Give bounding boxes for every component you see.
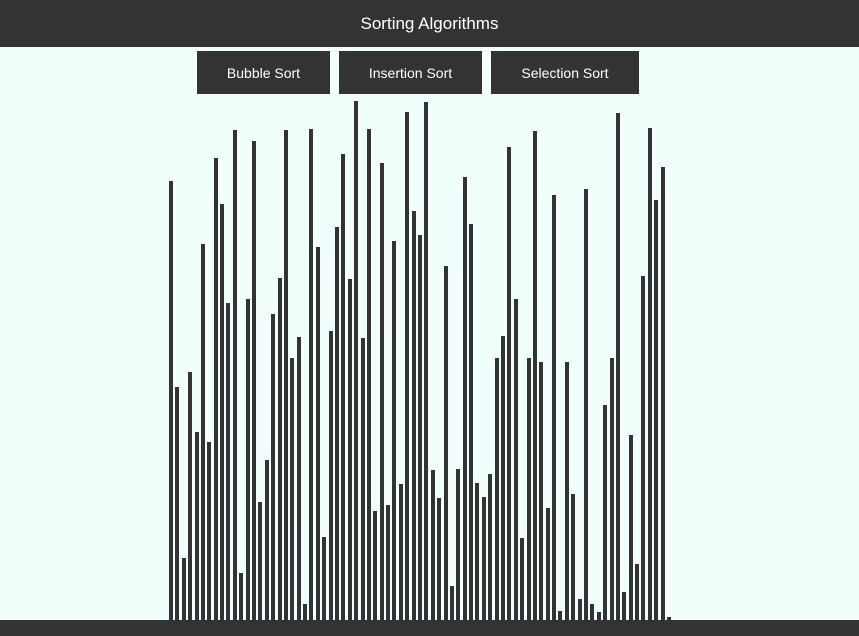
bar-71 [622,591,627,620]
page-title: Sorting Algorithms [360,13,499,33]
bar-53 [507,146,512,620]
bar-6 [207,442,212,620]
bar-16 [271,313,276,620]
bar-37 [405,111,410,620]
bar-26 [335,227,339,620]
bar-29 [354,101,359,620]
insertion-sort-button[interactable]: Insertion Sort [339,51,482,94]
bar-51 [494,358,499,620]
bar-47 [469,223,474,620]
bar-31 [366,129,371,620]
bar-32 [373,511,378,620]
bar-76 [654,200,659,620]
bar-20 [296,337,301,620]
bar-24 [322,537,327,620]
selection-sort-button[interactable]: Selection Sort [491,51,639,94]
bar-13 [252,140,256,620]
bar-66 [590,603,595,620]
bar-21 [303,603,308,620]
bar-0 [169,180,173,620]
bar-3 [188,372,193,620]
bar-27 [341,153,346,620]
bar-25 [328,331,333,620]
bar-50 [488,473,493,620]
bar-41 [430,470,435,620]
bar-73 [635,563,640,620]
bar-35 [392,241,397,620]
bar-48 [475,483,480,620]
bar-58 [539,361,544,620]
bar-30 [360,338,365,620]
bar-38 [411,210,416,620]
app-header: Sorting Algorithms [0,0,859,47]
bar-17 [277,277,282,620]
bar-49 [481,497,486,620]
bar-9 [226,303,231,620]
bar-59 [545,507,550,620]
bar-55 [520,538,525,620]
bar-42 [437,498,442,620]
bar-77 [660,166,665,620]
bar-36 [398,484,403,620]
bar-62 [564,361,569,620]
bar-14 [258,501,263,620]
bar-4 [194,431,199,620]
bar-39 [418,235,422,620]
bar-15 [264,459,269,620]
footer-bar [0,620,859,636]
toolbar: Bubble Sort Insertion Sort Selection Sor… [0,51,859,94]
bar-2 [181,558,186,620]
bar-72 [628,435,633,620]
bar-64 [577,599,582,620]
bar-54 [513,298,518,620]
bar-8 [220,203,225,620]
bar-18 [283,130,288,620]
bar-70 [615,112,620,620]
bar-23 [315,247,320,620]
bar-56 [526,358,531,620]
bar-40 [424,102,429,620]
bubble-sort-button[interactable]: Bubble Sort [197,51,330,94]
bar-69 [609,358,614,620]
bar-22 [309,129,314,620]
bar-44 [449,586,454,620]
bar-43 [443,265,448,620]
bar-46 [462,177,467,620]
bar-61 [558,610,563,620]
bar-19 [290,358,295,620]
bar-60 [552,194,557,620]
bar-52 [501,336,505,620]
bar-7 [213,158,218,620]
bar-74 [641,276,646,620]
bar-11 [239,573,244,620]
bar-65 [584,188,588,620]
bar-1 [175,387,180,620]
bar-75 [647,127,652,620]
bar-67 [596,611,601,620]
bar-57 [532,131,537,620]
bar-45 [456,469,461,620]
bar-33 [379,163,384,620]
bar-5 [200,243,205,620]
bar-10 [232,130,237,620]
bar-34 [386,505,391,620]
bar-68 [603,404,608,620]
bar-63 [571,493,576,620]
bar-78 [667,616,671,620]
bar-28 [347,278,352,620]
bar-12 [245,298,250,620]
sorting-bar-chart [0,94,859,620]
